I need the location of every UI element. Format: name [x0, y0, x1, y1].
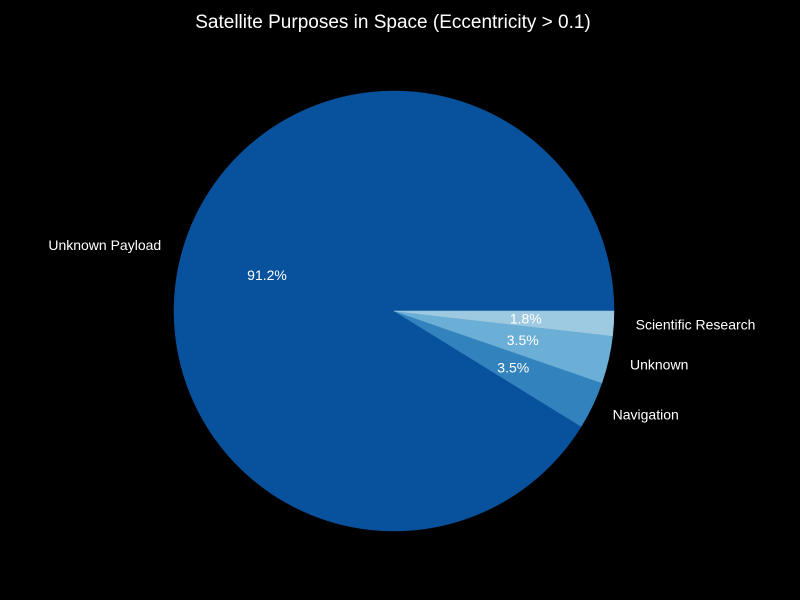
- slices-layer: [173, 90, 615, 532]
- chart-title: Satellite Purposes in Space (Eccentricit…: [195, 12, 591, 33]
- percent-label-navigation: 3.5%: [497, 360, 529, 376]
- slice-label-scientific-research: Scientific Research: [636, 317, 756, 333]
- percent-label-scientific-research: 1.8%: [510, 310, 542, 326]
- slice-label-navigation: Navigation: [613, 407, 679, 423]
- slice-label-unknown-payload: Unknown Payload: [48, 237, 161, 253]
- pie-slice-scientific-research: [393, 310, 615, 337]
- percent-label-unknown: 3.5%: [507, 332, 539, 348]
- percent-label-unknown-payload: 91.2%: [247, 267, 287, 283]
- labels-layer: Unknown Payload 91.2% Navigation 3.5% Unknow…: [48, 237, 755, 423]
- slice-label-unknown: Unknown: [630, 357, 688, 373]
